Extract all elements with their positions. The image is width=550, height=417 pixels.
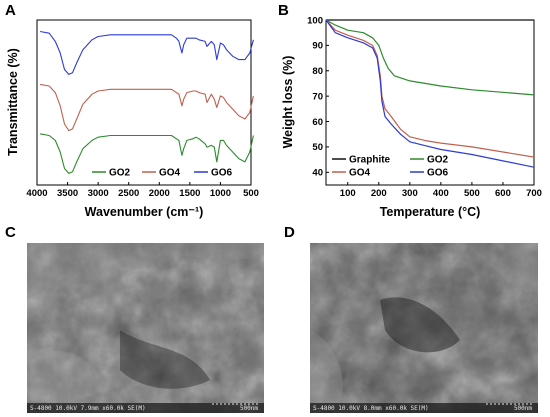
sem-d-caption: S-4800 10.0kV 8.0mm x60.0k SE(M) xyxy=(313,405,429,412)
sem-image-d: S-4800 10.0kV 8.0mm x60.0k SE(M) 500nm xyxy=(310,243,538,413)
chart-a-x-tick-label: 1000 xyxy=(210,188,231,199)
panel-label-d: D xyxy=(284,224,295,241)
chart-b-x-tick-label: 600 xyxy=(495,188,511,199)
chart-b-tga: 100 200 300 400 500 600 700 40 50 60 70 80 90 100 Gra… xyxy=(281,15,542,219)
chart-b-x-tick-label: 200 xyxy=(371,188,387,199)
chart-b-ticks: 100 200 300 400 500 600 700 40 50 60 70 80 90 100 xyxy=(307,15,542,199)
chart-a-legend-label: GO6 xyxy=(211,168,233,179)
sem-d-scale-label: 500nm xyxy=(514,405,532,412)
chart-b-legend-label: Graphite xyxy=(349,155,391,166)
chart-b-series-line-go2 xyxy=(325,19,535,96)
chart-b-legend-label: GO2 xyxy=(427,155,449,166)
chart-b-y-tick-label: 90 xyxy=(312,41,323,52)
chart-a-series-line-go2 xyxy=(39,133,254,174)
chart-b-series-line-go6 xyxy=(325,19,535,168)
chart-a-x-tick-label: 3000 xyxy=(88,188,109,199)
chart-b-x-tick-label: 400 xyxy=(433,188,449,199)
chart-b-x-tick-label: 300 xyxy=(402,188,418,199)
chart-a-legend: GO2 GO4 GO6 xyxy=(92,168,233,179)
panel-label-b: B xyxy=(278,2,289,19)
chart-a-x-title: Wavenumber (cm⁻¹) xyxy=(85,205,204,219)
chart-b-legend: Graphite GO2 GO4 GO6 xyxy=(332,155,449,179)
sem-d-caption-bar xyxy=(310,403,538,413)
chart-b-legend-label: GO6 xyxy=(427,168,449,179)
chart-b-legend-label: GO4 xyxy=(349,168,371,179)
sem-image-c: S-4800 10.0kV 7.9mm x60.0k SE(M) 500nm xyxy=(27,243,264,413)
chart-a-legend-label: GO2 xyxy=(109,168,131,179)
chart-a-series xyxy=(39,30,254,174)
sem-c-shadow xyxy=(120,330,210,389)
chart-a-x-ticks: 4000 3500 3000 2500 2000 1500 1000 500 xyxy=(26,182,259,199)
chart-b-y-tick-label: 60 xyxy=(312,117,323,128)
chart-b-x-tick-label: 500 xyxy=(464,188,480,199)
chart-b-y-tick-label: 50 xyxy=(312,142,323,153)
panel-label-c: C xyxy=(5,224,16,241)
sem-c-caption: S-4800 10.0kV 7.9mm x60.0k SE(M) xyxy=(30,405,146,412)
chart-b-x-tick-label: 100 xyxy=(340,188,356,199)
chart-a-x-tick-label: 3500 xyxy=(57,188,78,199)
chart-b-x-tick-label: 700 xyxy=(526,188,542,199)
chart-a-x-tick-label: 1500 xyxy=(179,188,200,199)
sem-d-flake-left xyxy=(310,330,343,403)
chart-a-series-line-go6 xyxy=(39,30,254,75)
chart-a-series-line-go4 xyxy=(40,83,254,132)
chart-b-y-title: Weight loss (%) xyxy=(281,56,295,149)
chart-a-ftir: 4000 3500 3000 2500 2000 1500 1000 500 GO2 GO4 GO… xyxy=(6,19,259,219)
chart-b-series-line-go4 xyxy=(325,19,535,158)
sem-c-caption-bar xyxy=(27,403,264,413)
chart-a-x-tick-label: 2500 xyxy=(118,188,139,199)
chart-a-x-tick-label: 500 xyxy=(243,188,259,199)
chart-a-y-title: Transmittance (%) xyxy=(6,48,20,156)
sem-d-flake-top xyxy=(470,243,538,292)
chart-a-x-tick-label: 4000 xyxy=(26,188,47,199)
panel-label-a: A xyxy=(5,2,16,19)
chart-b-y-tick-label: 70 xyxy=(312,91,323,102)
sem-c-texture xyxy=(27,243,264,413)
sem-d-shadow xyxy=(380,297,460,353)
chart-b-y-tick-label: 40 xyxy=(312,168,323,179)
sem-c-flake-bottom xyxy=(30,351,110,405)
sem-c-scale-label: 500nm xyxy=(240,405,258,412)
sem-c-flake-top xyxy=(27,243,264,300)
chart-b-y-tick-label: 80 xyxy=(312,66,323,77)
chart-a-x-tick-label: 2000 xyxy=(149,188,170,199)
chart-b-y-tick-label: 100 xyxy=(307,15,323,26)
chart-b-series xyxy=(325,19,535,168)
chart-a-frame xyxy=(36,19,252,186)
chart-a-legend-label: GO4 xyxy=(159,168,181,179)
chart-b-x-title: Temperature (°C) xyxy=(380,205,481,219)
